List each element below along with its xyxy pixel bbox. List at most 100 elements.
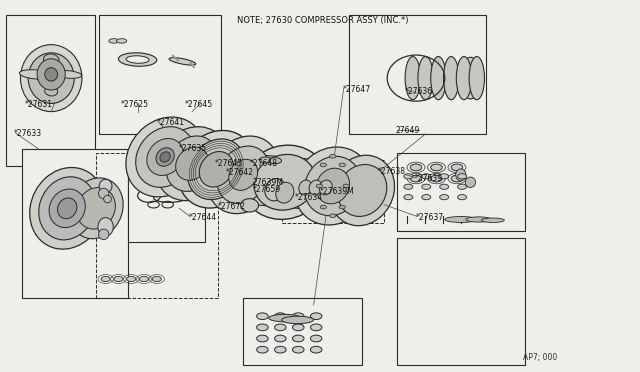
Ellipse shape xyxy=(175,147,209,180)
Ellipse shape xyxy=(343,184,349,188)
Text: *27644: *27644 xyxy=(189,213,217,222)
Ellipse shape xyxy=(338,164,387,217)
Ellipse shape xyxy=(404,184,413,189)
Text: *27643: *27643 xyxy=(214,159,243,168)
Ellipse shape xyxy=(404,195,413,200)
Ellipse shape xyxy=(147,138,184,176)
Ellipse shape xyxy=(37,59,65,90)
Text: 27639M: 27639M xyxy=(253,178,284,187)
Text: AP7; 000: AP7; 000 xyxy=(522,353,557,362)
Ellipse shape xyxy=(431,175,442,182)
Ellipse shape xyxy=(451,175,463,182)
Ellipse shape xyxy=(320,205,326,209)
Ellipse shape xyxy=(28,53,74,103)
Bar xyxy=(397,238,525,365)
Ellipse shape xyxy=(444,57,459,100)
Ellipse shape xyxy=(404,174,413,179)
Ellipse shape xyxy=(309,180,322,195)
Text: *27647: *27647 xyxy=(342,85,371,94)
Bar xyxy=(349,15,486,134)
Ellipse shape xyxy=(127,276,136,282)
Text: *27648: *27648 xyxy=(250,159,278,168)
Ellipse shape xyxy=(305,156,361,216)
Ellipse shape xyxy=(410,175,422,182)
Ellipse shape xyxy=(275,335,286,342)
Ellipse shape xyxy=(330,214,336,218)
Text: *27639: *27639 xyxy=(415,174,443,183)
Ellipse shape xyxy=(422,184,431,189)
Ellipse shape xyxy=(98,218,113,236)
Ellipse shape xyxy=(440,174,449,179)
Ellipse shape xyxy=(169,58,196,65)
Ellipse shape xyxy=(257,313,268,320)
Ellipse shape xyxy=(310,324,322,331)
Ellipse shape xyxy=(136,127,195,187)
Bar xyxy=(282,160,384,223)
Ellipse shape xyxy=(140,276,148,282)
Ellipse shape xyxy=(458,195,467,200)
Ellipse shape xyxy=(481,218,504,222)
Ellipse shape xyxy=(45,86,58,96)
Ellipse shape xyxy=(269,314,301,322)
Text: *27636: *27636 xyxy=(405,87,433,96)
Ellipse shape xyxy=(275,313,286,320)
Ellipse shape xyxy=(114,276,123,282)
Ellipse shape xyxy=(466,217,492,222)
Ellipse shape xyxy=(39,177,95,240)
Ellipse shape xyxy=(29,167,105,249)
Ellipse shape xyxy=(282,316,314,324)
Ellipse shape xyxy=(320,163,326,167)
Ellipse shape xyxy=(19,70,51,79)
Text: *27631: *27631 xyxy=(24,100,52,109)
Ellipse shape xyxy=(257,335,268,342)
Ellipse shape xyxy=(405,57,420,100)
Text: *27634: *27634 xyxy=(294,193,323,202)
Ellipse shape xyxy=(99,229,109,240)
Bar xyxy=(99,15,221,134)
Ellipse shape xyxy=(276,182,294,203)
Ellipse shape xyxy=(166,136,218,191)
Ellipse shape xyxy=(440,195,449,200)
Ellipse shape xyxy=(207,136,279,214)
Ellipse shape xyxy=(460,57,481,99)
Ellipse shape xyxy=(156,127,228,201)
Polygon shape xyxy=(253,154,320,210)
Ellipse shape xyxy=(316,184,323,188)
Ellipse shape xyxy=(458,184,467,189)
Ellipse shape xyxy=(45,68,58,81)
Text: *27639M: *27639M xyxy=(320,187,355,196)
Ellipse shape xyxy=(310,346,322,353)
Ellipse shape xyxy=(160,152,170,162)
Ellipse shape xyxy=(310,335,322,342)
Bar xyxy=(96,153,218,298)
Ellipse shape xyxy=(458,174,467,179)
Ellipse shape xyxy=(152,276,161,282)
Ellipse shape xyxy=(104,195,111,203)
Ellipse shape xyxy=(275,346,286,353)
Ellipse shape xyxy=(330,154,336,158)
Ellipse shape xyxy=(179,131,254,208)
Text: *27672: *27672 xyxy=(218,202,246,211)
Ellipse shape xyxy=(269,158,282,164)
Bar xyxy=(6,15,95,166)
Ellipse shape xyxy=(265,179,285,201)
Bar xyxy=(397,153,525,231)
Ellipse shape xyxy=(410,164,422,171)
Text: NOTE; 27630 COMPRESSOR ASSY (INC.*): NOTE; 27630 COMPRESSOR ASSY (INC.*) xyxy=(237,16,408,25)
Ellipse shape xyxy=(109,39,119,43)
Ellipse shape xyxy=(44,54,59,65)
Ellipse shape xyxy=(54,70,82,78)
Ellipse shape xyxy=(292,346,304,353)
Ellipse shape xyxy=(451,164,463,171)
Ellipse shape xyxy=(292,324,304,331)
Text: *27637: *27637 xyxy=(416,213,444,222)
Ellipse shape xyxy=(243,145,326,219)
Ellipse shape xyxy=(217,146,269,203)
Ellipse shape xyxy=(58,198,77,219)
Text: *27635: *27635 xyxy=(179,144,207,153)
Ellipse shape xyxy=(118,53,157,66)
Ellipse shape xyxy=(440,184,449,189)
Ellipse shape xyxy=(299,180,312,195)
Ellipse shape xyxy=(199,151,234,187)
Ellipse shape xyxy=(294,147,371,225)
